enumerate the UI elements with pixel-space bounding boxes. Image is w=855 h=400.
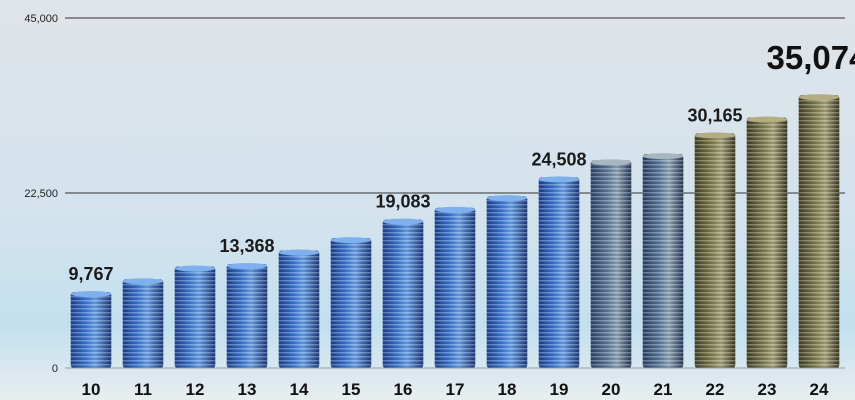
bar-10: [70, 291, 112, 368]
x-tick-label: 11: [134, 380, 152, 399]
x-tick-label: 15: [342, 380, 361, 399]
value-label-10: 9,767: [68, 264, 113, 284]
x-tick-label: 19: [550, 380, 569, 399]
value-label-16: 19,083: [375, 192, 430, 212]
bar-coin-texture: [590, 160, 632, 368]
x-tick-label: 23: [758, 380, 777, 399]
bar-coin-texture: [694, 133, 736, 368]
bar-13: [226, 263, 268, 368]
value-label-22: 30,165: [687, 105, 742, 125]
bar-top-coin: [174, 265, 216, 272]
bar-14: [278, 249, 320, 368]
bar-coin-texture: [798, 95, 840, 369]
x-tick-label: 12: [186, 380, 205, 399]
x-tick-label: 20: [602, 380, 621, 399]
x-tick-label: 17: [446, 380, 465, 399]
bar-top-coin: [434, 206, 476, 213]
bar-20: [590, 159, 632, 368]
bar-top-coin: [70, 291, 112, 298]
x-tick-label: 21: [654, 380, 673, 399]
bar-top-coin: [694, 132, 736, 139]
bar-23: [746, 116, 788, 368]
bar-coin-texture: [642, 154, 684, 368]
x-tick-label: 13: [238, 380, 257, 399]
x-tick-label: 24: [810, 380, 829, 399]
bar-11: [122, 278, 164, 368]
bar-coin-texture: [278, 250, 320, 368]
bar-coin-texture: [122, 279, 164, 368]
bar-top-coin: [798, 94, 840, 101]
y-tick-label: 0: [52, 363, 58, 375]
bar-coin-texture: [746, 117, 788, 368]
x-tick-label: 14: [290, 380, 309, 399]
y-tick-label: 22,500: [24, 188, 58, 200]
bar-top-coin: [330, 237, 372, 244]
x-tick-label: 10: [82, 380, 101, 399]
bar-coin-texture: [330, 238, 372, 368]
bar-coin-texture: [434, 207, 476, 368]
bar-top-coin: [278, 249, 320, 256]
bar-18: [486, 195, 528, 368]
value-label-13: 13,368: [219, 236, 274, 256]
bar-top-coin: [226, 263, 268, 270]
bar-coin-texture: [538, 177, 580, 368]
bar-17: [434, 206, 476, 368]
bar-top-coin: [122, 278, 164, 285]
value-label-19: 24,508: [531, 149, 586, 169]
bar-coin-texture: [382, 219, 424, 368]
bar-top-coin: [382, 218, 424, 225]
bar-coin-texture: [70, 292, 112, 368]
bar-21: [642, 153, 684, 368]
bar-top-coin: [590, 159, 632, 166]
bar-12: [174, 265, 216, 368]
x-tick-label: 16: [394, 380, 413, 399]
bar-top-coin: [486, 195, 528, 202]
bar-top-coin: [642, 153, 684, 160]
bar-22: [694, 132, 736, 368]
bar-top-coin: [538, 176, 580, 183]
bar-coin-texture: [486, 196, 528, 368]
bar-coin-texture: [226, 264, 268, 368]
bars: [70, 94, 840, 369]
bar-top-coin: [746, 116, 788, 123]
y-tick-label: 45,000: [24, 13, 58, 25]
axes: 0 22,500 45,000 10 11 12 13 14 15 16 17 18 19 20 21 22 2…: [24, 13, 845, 399]
bar-coin-texture: [174, 266, 216, 368]
bar-19: [538, 176, 580, 368]
value-label-24: 35,074: [767, 39, 855, 76]
bar-24: [798, 94, 840, 369]
bar-15: [330, 237, 372, 368]
value-labels: 9,767 13,368 19,083 24,508 30,165 35,074: [68, 39, 855, 284]
x-tick-label: 22: [706, 380, 725, 399]
x-tick-label: 18: [498, 380, 517, 399]
bar-16: [382, 218, 424, 368]
